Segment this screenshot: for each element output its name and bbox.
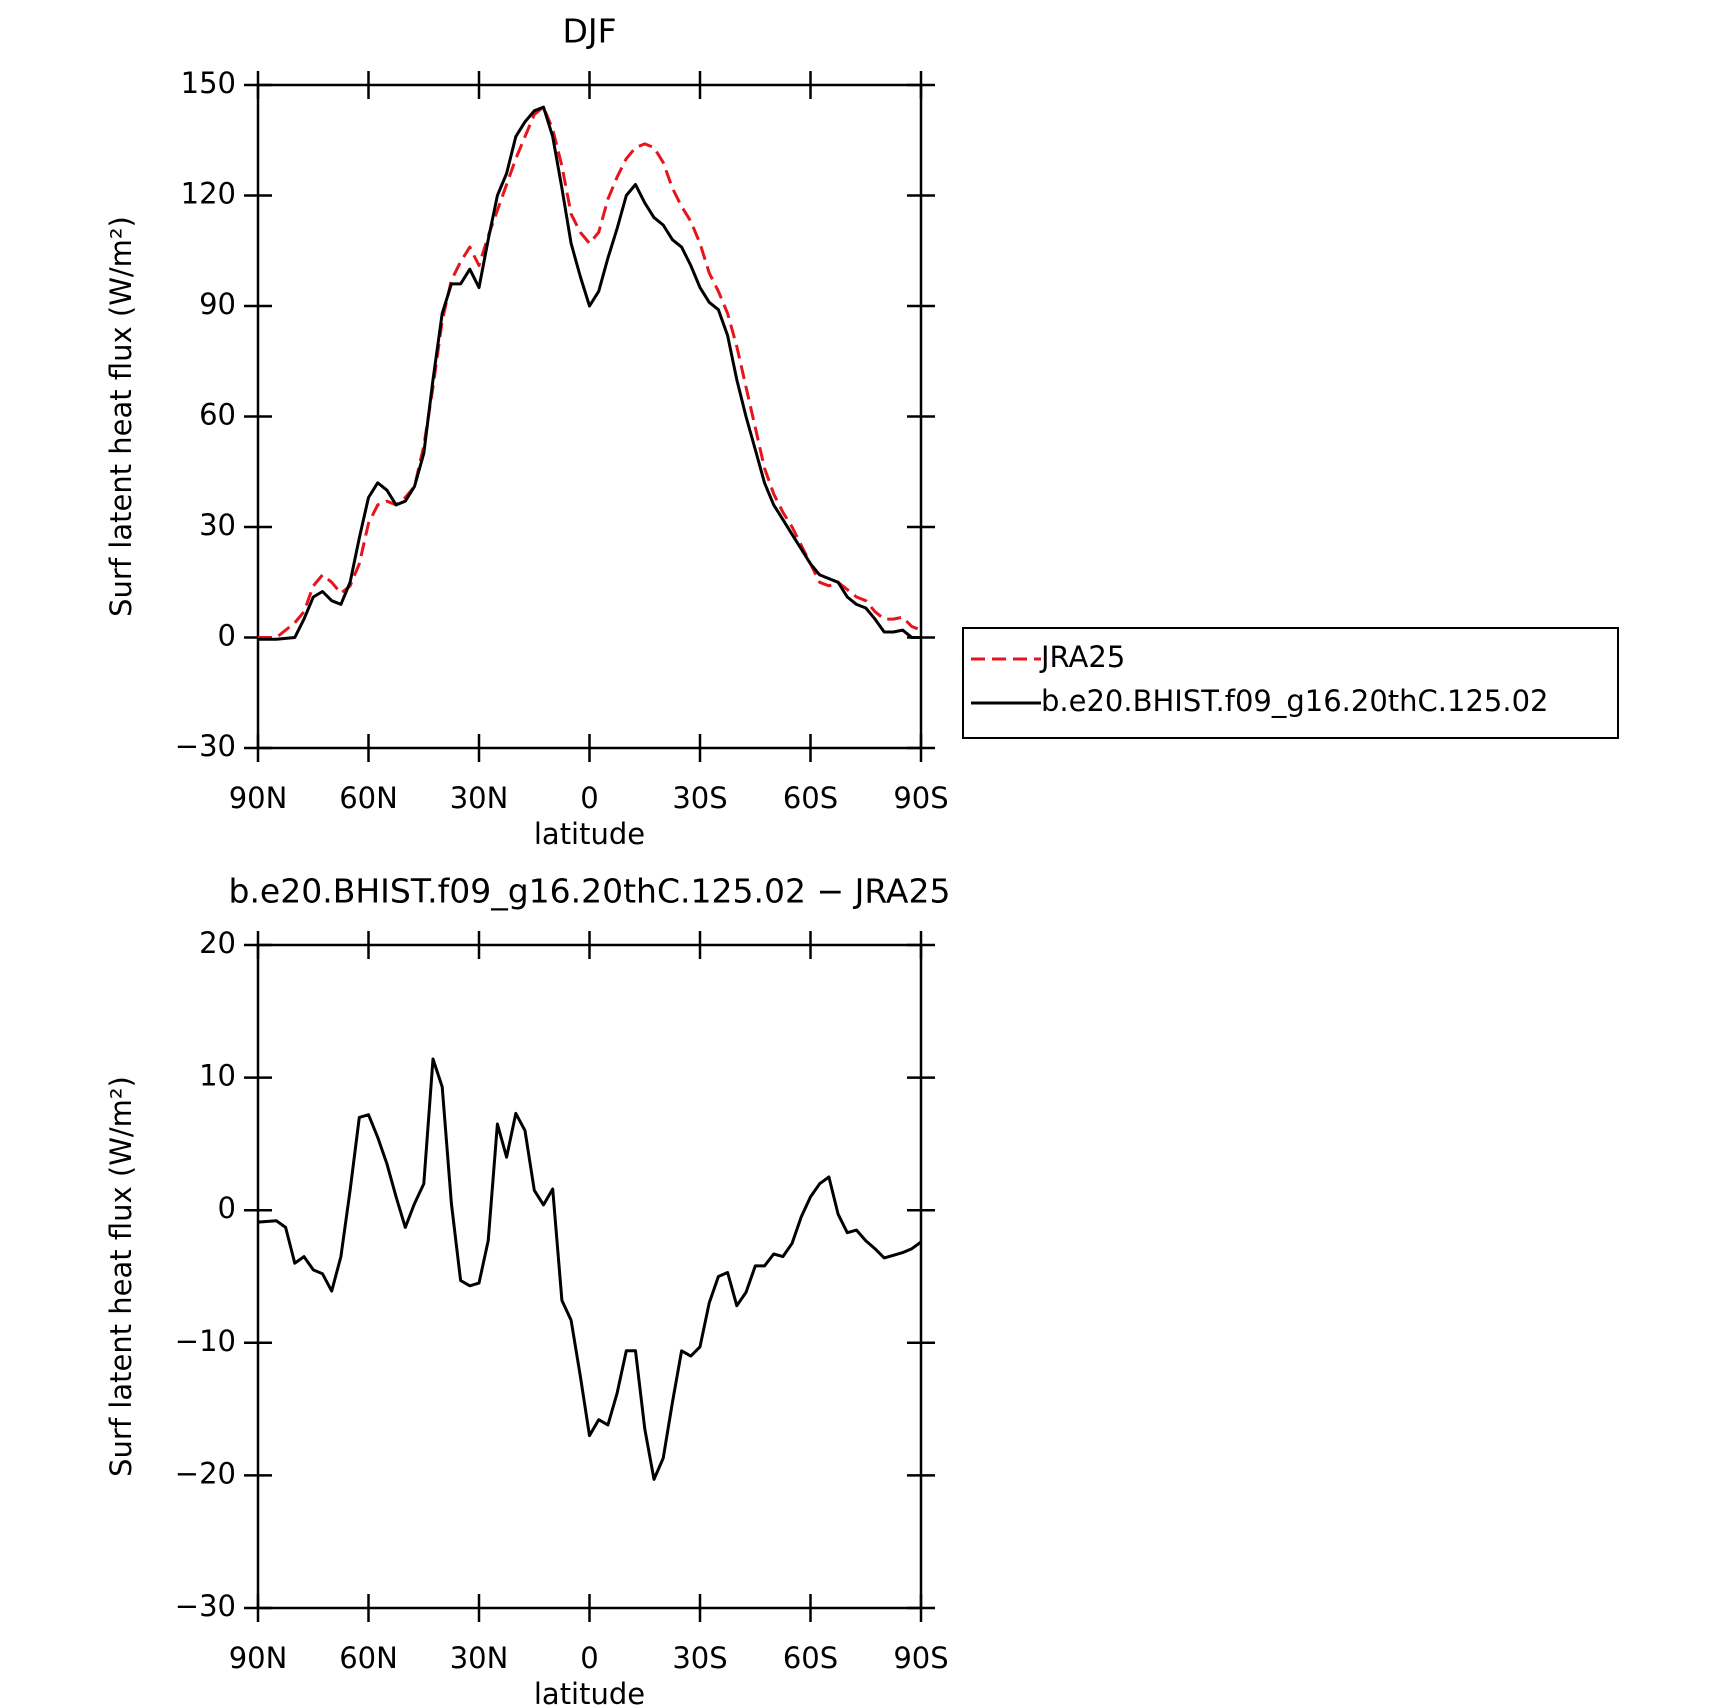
x-tick-label: 90S — [893, 1641, 948, 1675]
x-tick-label: 60N — [339, 781, 398, 815]
y-tick-label: −20 — [175, 1456, 236, 1490]
plot-frame — [256, 943, 923, 1610]
chart-title: DJF — [562, 12, 616, 51]
y-tick-label: 0 — [218, 619, 236, 653]
y-tick-label: 60 — [199, 398, 236, 432]
plot-frame — [256, 83, 923, 750]
x-tick-label: 60S — [783, 781, 838, 815]
data-line — [257, 1057, 922, 1481]
y-axis-label: Surf latent heat flux (W/m²) — [104, 216, 138, 617]
legend-box — [962, 627, 1619, 739]
x-tick-label: 0 — [580, 1641, 598, 1675]
y-tick-label: 0 — [218, 1191, 236, 1225]
y-tick-label: 150 — [181, 66, 236, 100]
x-tick-label: 60N — [339, 1641, 398, 1675]
x-tick-label: 30S — [672, 1641, 727, 1675]
chart-title: b.e20.BHIST.f09_g16.20thC.125.02 − JRA25 — [229, 872, 951, 911]
x-tick-label: 90N — [229, 781, 288, 815]
x-tick-label: 90N — [229, 1641, 288, 1675]
x-axis-label: latitude — [534, 817, 645, 851]
x-tick-label: 30N — [450, 1641, 509, 1675]
x-tick-label: 0 — [580, 781, 598, 815]
x-tick-label: 90S — [893, 781, 948, 815]
data-line — [258, 105, 921, 641]
y-tick-label: 120 — [181, 177, 236, 211]
y-tick-label: −30 — [175, 1589, 236, 1623]
data-line — [258, 105, 922, 639]
legend-label: b.e20.BHIST.f09_g16.20thC.125.02 — [1041, 684, 1548, 718]
x-tick-label: 30N — [450, 781, 509, 815]
y-tick-label: 20 — [199, 926, 236, 960]
y-tick-label: 30 — [199, 508, 236, 542]
legend-label: JRA25 — [1039, 640, 1125, 674]
y-tick-label: 90 — [199, 287, 236, 321]
y-tick-label: −30 — [175, 729, 236, 763]
y-axis-label: Surf latent heat flux (W/m²) — [104, 1076, 138, 1477]
y-tick-label: 10 — [199, 1059, 236, 1093]
x-axis-label: latitude — [534, 1677, 645, 1706]
x-tick-label: 60S — [783, 1641, 838, 1675]
y-tick-label: −10 — [175, 1324, 236, 1358]
x-tick-label: 30S — [672, 781, 727, 815]
